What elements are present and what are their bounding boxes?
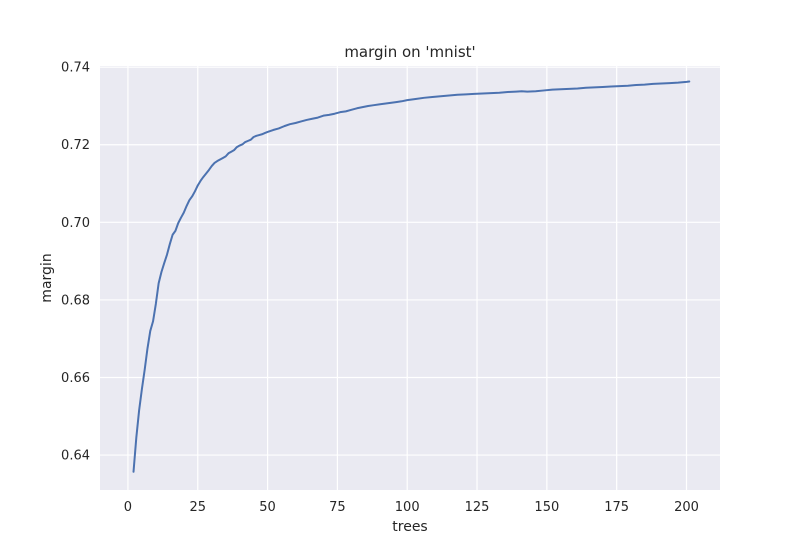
tick-labels: 0 25 50 75 100 125 150 175 200 0.64 0.66 0.68 0.70 0.… <box>61 61 699 515</box>
plot-background <box>100 66 720 490</box>
x-tick-label: 200 <box>674 500 699 515</box>
x-tick-label: 75 <box>329 500 346 515</box>
series-line <box>132 80 691 473</box>
x-tick-label: 50 <box>259 500 276 515</box>
y-tick-label: 0.68 <box>61 293 90 308</box>
grid-lines <box>100 66 720 490</box>
y-tick-label: 0.64 <box>61 449 90 464</box>
y-tick-label: 0.66 <box>61 371 90 386</box>
x-tick-label: 175 <box>604 500 629 515</box>
chart-title: margin on 'mnist' <box>344 43 475 61</box>
x-tick-label: 25 <box>189 500 206 515</box>
y-axis-label: margin <box>39 253 55 302</box>
x-axis-label: trees <box>392 519 427 535</box>
y-tick-label: 0.74 <box>61 61 90 76</box>
y-tick-label: 0.72 <box>61 138 90 153</box>
x-tick-label: 0 <box>124 500 132 515</box>
x-tick-label: 125 <box>465 500 490 515</box>
x-tick-label: 150 <box>534 500 559 515</box>
x-tick-label: 100 <box>395 500 420 515</box>
y-tick-label: 0.70 <box>61 216 90 231</box>
